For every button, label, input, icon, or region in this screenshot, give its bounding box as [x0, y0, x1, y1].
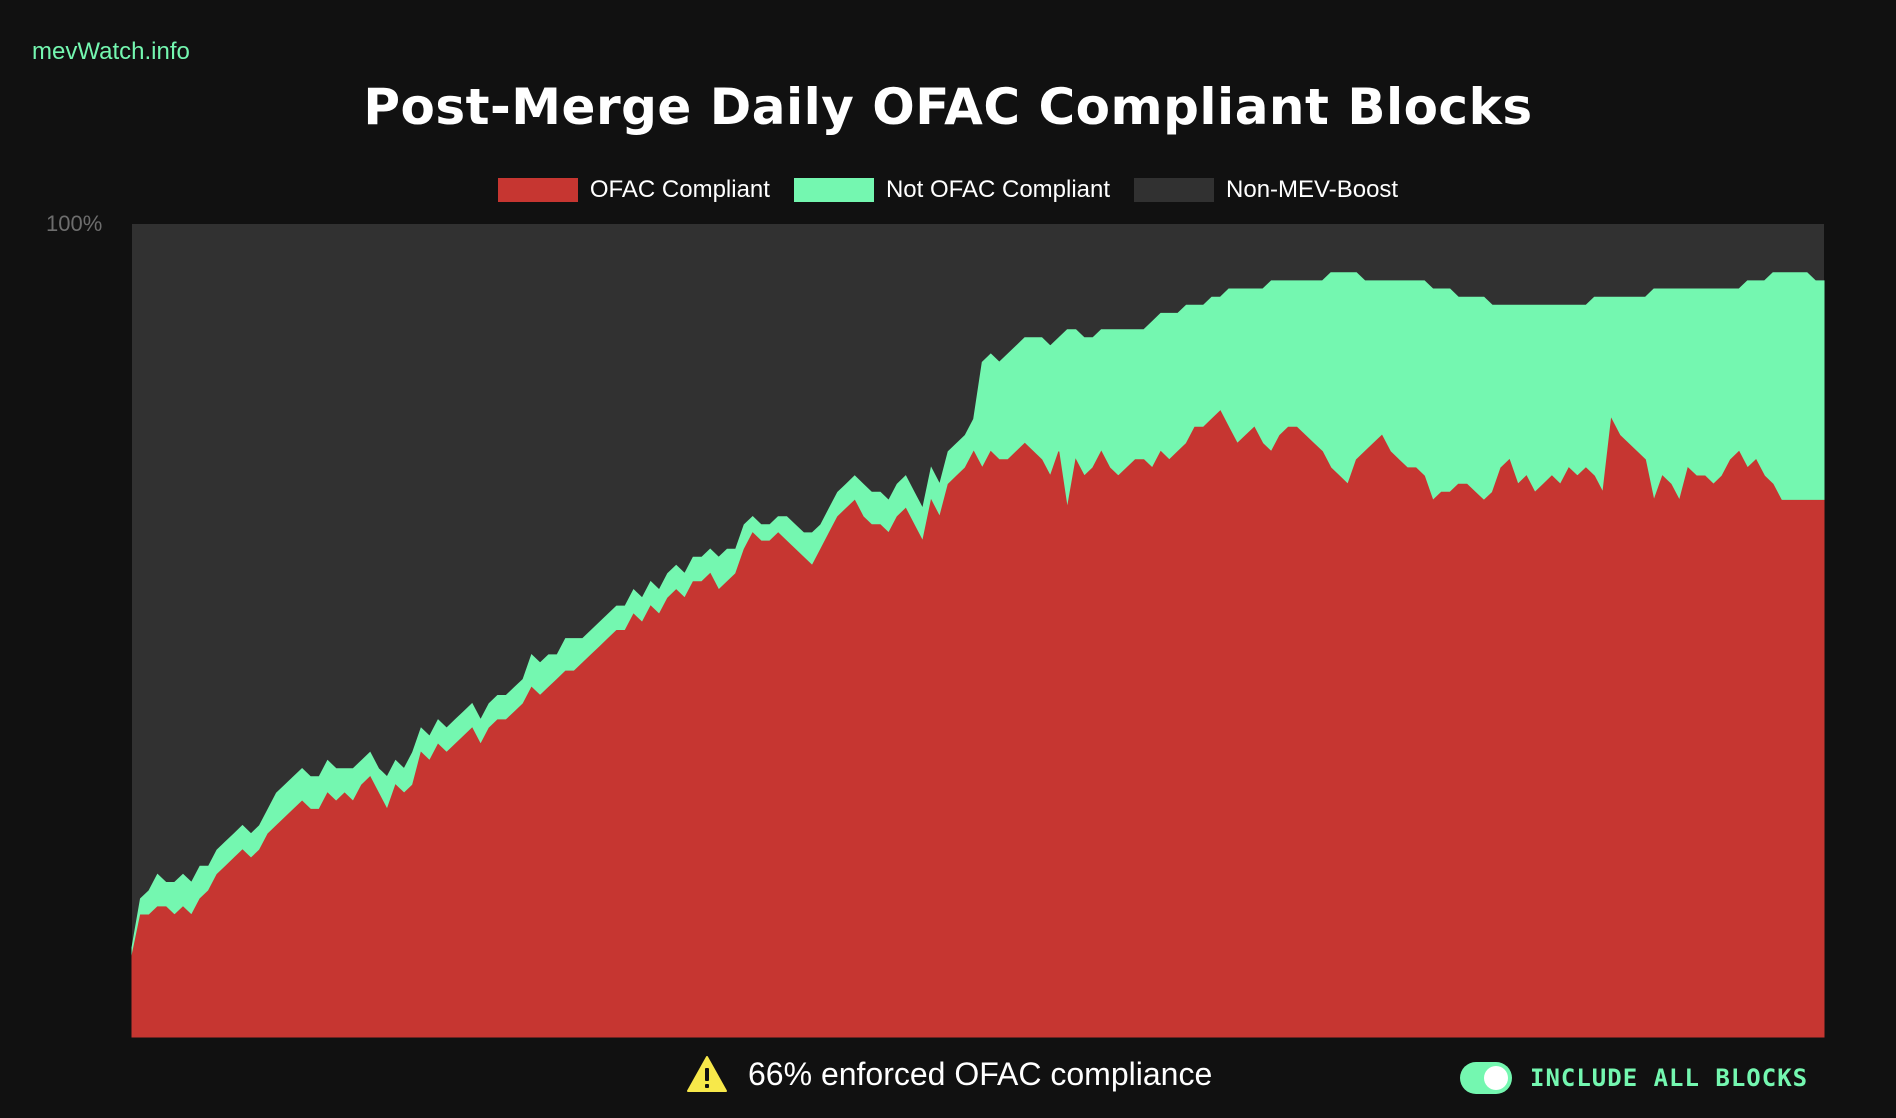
legend-label-not-ofac-compliant: Not OFAC Compliant: [885, 176, 1111, 203]
legend-item-not-ofac-compliant[interactable]: Not OFAC Compliant: [793, 176, 1111, 204]
chart-legend: OFAC Compliant Not OFAC Compliant Non-ME…: [0, 176, 1896, 204]
compliance-status: 66% enforced OFAC compliance: [686, 1055, 1212, 1093]
legend-swatch-not-ofac-compliant: [793, 178, 874, 202]
legend-label-ofac-compliant: OFAC Compliant: [589, 176, 770, 203]
brand-link[interactable]: mevWatch.info: [32, 38, 190, 65]
compliance-status-text: 66% enforced OFAC compliance: [748, 1055, 1213, 1092]
series-area-ofac-compliant: [131, 410, 1825, 1038]
legend-swatch-non-mev-boost: [1134, 178, 1215, 202]
warning-icon: [687, 1056, 727, 1092]
toggle-label: INCLUDE ALL BLOCKS: [1530, 1064, 1809, 1092]
toggle-knob: [1484, 1066, 1508, 1090]
legend-label-non-mev-boost: Non-MEV-Boost: [1226, 176, 1399, 203]
chart-title: Post-Merge Daily OFAC Compliant Blocks: [363, 78, 1533, 136]
toggle-switch[interactable]: [1460, 1062, 1512, 1094]
legend-item-ofac-compliant[interactable]: OFAC Compliant: [497, 176, 770, 204]
legend-item-non-mev-boost[interactable]: Non-MEV-Boost: [1134, 176, 1398, 204]
include-all-blocks-toggle[interactable]: INCLUDE ALL BLOCKS: [1460, 1062, 1808, 1094]
legend-swatch-ofac-compliant: [497, 178, 578, 202]
y-axis-tick-label: 100%: [46, 211, 103, 236]
